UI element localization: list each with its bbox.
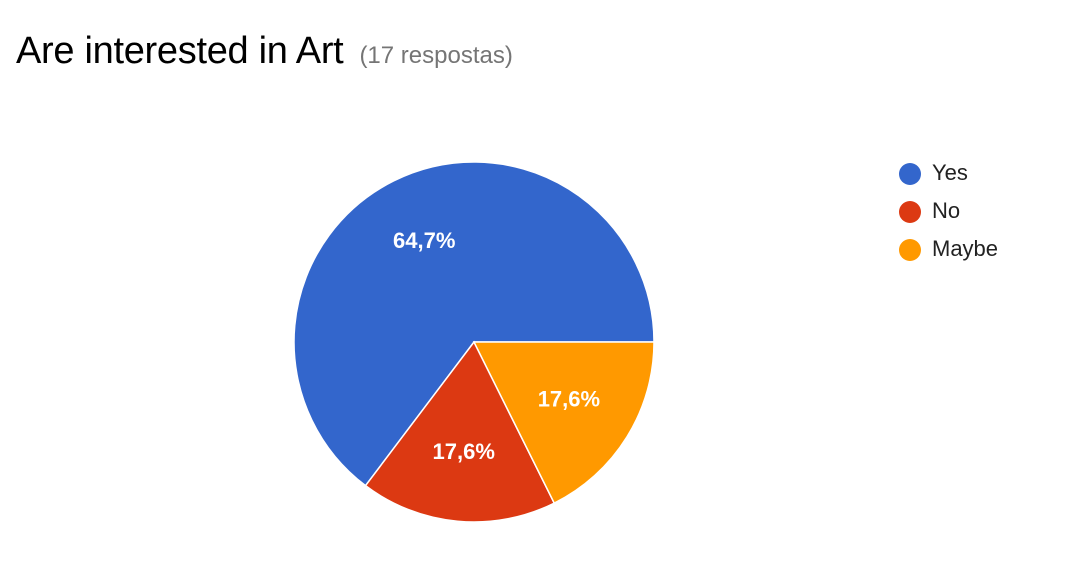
legend-item-no: No xyxy=(899,198,960,223)
legend-item-maybe: Maybe xyxy=(899,236,998,261)
legend-swatch-no xyxy=(899,201,921,223)
slice-label-yes: 64,7% xyxy=(393,228,455,253)
chart-header: Are interested in Art (17 respostas) xyxy=(16,30,513,73)
legend-label-yes: Yes xyxy=(932,160,968,185)
pie-slice-maybe xyxy=(472,341,655,505)
slice-label-maybe: 17,6% xyxy=(538,387,600,412)
pie-slice-yes xyxy=(293,161,655,487)
legend-label-maybe: Maybe xyxy=(932,236,998,261)
legend-swatch-yes xyxy=(899,163,921,185)
slice-label-no: 17,6% xyxy=(433,439,495,464)
chart-legend: Yes No Maybe xyxy=(899,160,998,261)
pie-slice-labels: 64,7% 17,6% 17,6% xyxy=(393,228,600,464)
pie-slice-no xyxy=(364,340,556,523)
legend-swatch-maybe xyxy=(899,239,921,261)
pie-slices xyxy=(293,161,655,523)
chart-title: Are interested in Art xyxy=(16,30,344,72)
response-count: (17 respostas) xyxy=(359,42,513,69)
legend-item-yes: Yes xyxy=(899,160,968,185)
legend-label-no: No xyxy=(932,198,960,223)
